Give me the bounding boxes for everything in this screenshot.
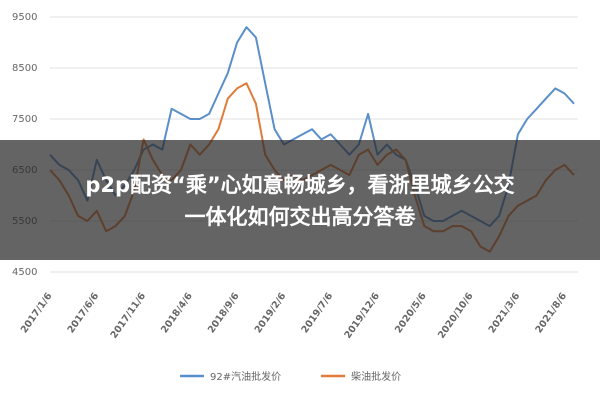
x-tick-label: 2020/10/6 [436, 291, 476, 341]
x-tick-label: 2021/3/6 [487, 291, 523, 336]
x-tick-label: 2017/11/6 [109, 291, 149, 341]
x-tick-label: 2018/4/6 [159, 291, 195, 336]
y-tick-label: 4500 [12, 267, 37, 278]
banner-text: p2p配资“乘”心如意畅城乡，看浙里城乡公交 [85, 173, 514, 197]
x-tick-label: 2018/9/6 [206, 291, 242, 336]
banner [0, 140, 600, 260]
x-tick-label: 2019/2/6 [253, 291, 289, 336]
y-tick-label: 7500 [12, 114, 37, 125]
legend-label: 92#汽油批发价 [210, 370, 281, 383]
x-tick-label: 2019/7/6 [299, 291, 335, 336]
legend-label: 柴油批发价 [351, 370, 401, 383]
x-tick-label: 2021/8/6 [533, 291, 569, 336]
y-tick-label: 9500 [12, 12, 37, 23]
x-tick-label: 2017/1/6 [19, 291, 55, 336]
x-tick-label: 2019/12/6 [342, 291, 382, 341]
x-tick-label: 2020/5/6 [393, 291, 429, 336]
y-tick-label: 8500 [12, 63, 37, 74]
x-tick-label: 2017/6/6 [66, 291, 102, 336]
banner-text: 一体化如何交出高分答卷 [185, 205, 417, 229]
